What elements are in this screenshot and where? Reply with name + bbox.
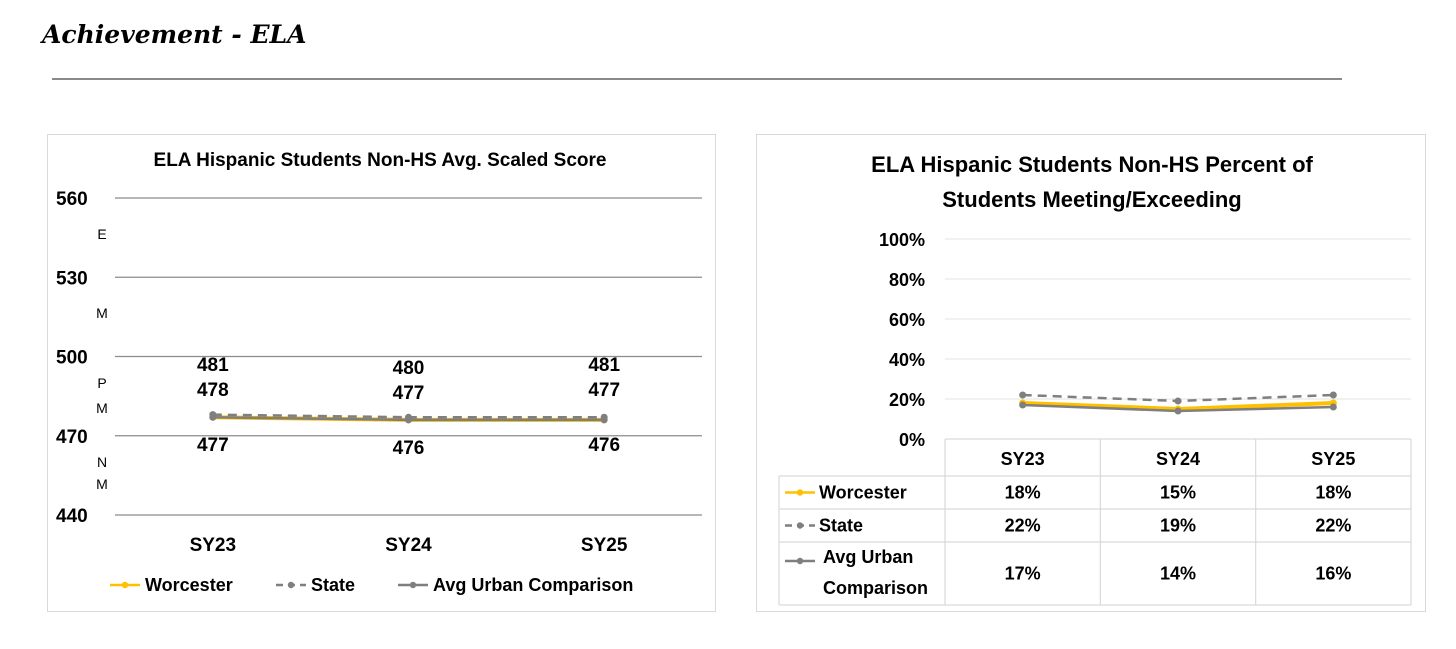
y-tick-label: 530 <box>56 268 88 289</box>
y-tick-label: 440 <box>56 506 88 527</box>
x-tick-label: SY25 <box>1311 449 1355 469</box>
y-tick-label: 560 <box>56 189 88 210</box>
data-label: 481 <box>197 355 229 376</box>
y-tick-label: 100% <box>879 230 925 250</box>
table-cell: 14% <box>1160 564 1196 584</box>
data-label: 476 <box>393 438 425 459</box>
data-label: 481 <box>588 355 620 376</box>
chart-title: Students Meeting/Exceeding <box>942 187 1242 212</box>
scaled-score-chart: ELA Hispanic Students Non-HS Avg. Scaled… <box>56 150 702 595</box>
data-label: 477 <box>588 380 620 401</box>
band-label: M <box>96 400 108 416</box>
x-tick-label: SY23 <box>190 535 236 556</box>
legend-marker <box>287 581 295 589</box>
table-cell: 18% <box>1005 483 1041 503</box>
x-tick-label: SY23 <box>1001 449 1045 469</box>
heading-divider <box>52 78 1342 80</box>
y-tick-label: 80% <box>889 270 925 290</box>
legend-label: Avg Urban Comparison <box>433 575 633 595</box>
chart-title: ELA Hispanic Students Non-HS Avg. Scaled… <box>154 150 607 171</box>
band-label: P <box>97 375 106 391</box>
data-point <box>1019 401 1027 409</box>
y-tick-label: 500 <box>56 348 88 369</box>
data-point <box>1174 407 1182 415</box>
band-label: M <box>96 305 108 321</box>
band-label: N <box>97 454 107 470</box>
y-tick-label: 60% <box>889 310 925 330</box>
data-label: 480 <box>393 358 425 379</box>
data-point <box>1329 403 1337 411</box>
percent-meeting-chart: ELA Hispanic Students Non-HS Percent of S… <box>778 152 1412 606</box>
y-tick-label: 470 <box>56 427 88 448</box>
y-tick-label: 0% <box>899 430 925 450</box>
table-cell: 17% <box>1005 564 1041 584</box>
table-row-label: Avg Urban <box>823 547 913 567</box>
y-tick-label: 20% <box>889 390 925 410</box>
legend-marker <box>409 581 417 589</box>
data-point <box>405 416 412 424</box>
band-label: M <box>96 476 108 492</box>
table-cell: 22% <box>1005 516 1041 536</box>
legend-label: State <box>311 575 355 595</box>
percent-meeting-chart-panel: ELA Hispanic Students Non-HS Percent of S… <box>756 134 1426 612</box>
data-point <box>1174 397 1182 405</box>
legend-label: Worcester <box>145 575 233 595</box>
band-label: E <box>97 226 106 242</box>
data-label: 477 <box>393 383 425 404</box>
data-point <box>1329 391 1337 399</box>
data-point <box>209 413 217 421</box>
chart-title: ELA Hispanic Students Non-HS Percent of <box>871 152 1313 177</box>
y-tick-label: 40% <box>889 350 925 370</box>
legend-marker <box>121 581 129 589</box>
scaled-score-chart-panel: ELA Hispanic Students Non-HS Avg. Scaled… <box>47 134 716 612</box>
table-cell: 15% <box>1160 483 1196 503</box>
legend-marker <box>796 557 804 565</box>
table-row-label: State <box>819 516 863 536</box>
data-label: 478 <box>197 380 229 401</box>
x-tick-label: SY25 <box>581 535 628 556</box>
page-heading: Achievement - ELA <box>42 20 307 49</box>
table-cell: 18% <box>1315 483 1351 503</box>
data-point <box>600 416 608 424</box>
table-cell: 16% <box>1315 564 1351 584</box>
table-cell: 19% <box>1160 516 1196 536</box>
legend-marker <box>796 489 804 496</box>
x-tick-label: SY24 <box>1156 449 1200 469</box>
chart-legend: Worcester State Avg Urban Comparison <box>110 575 633 595</box>
table-cell: 22% <box>1315 516 1351 536</box>
table-row-label: Comparison <box>823 578 928 598</box>
legend-marker <box>796 522 804 529</box>
data-label: 477 <box>197 435 229 456</box>
data-label: 476 <box>588 435 620 456</box>
table-row-label: Worcester <box>819 483 907 503</box>
data-point <box>1019 391 1027 399</box>
x-tick-label: SY24 <box>385 535 432 556</box>
